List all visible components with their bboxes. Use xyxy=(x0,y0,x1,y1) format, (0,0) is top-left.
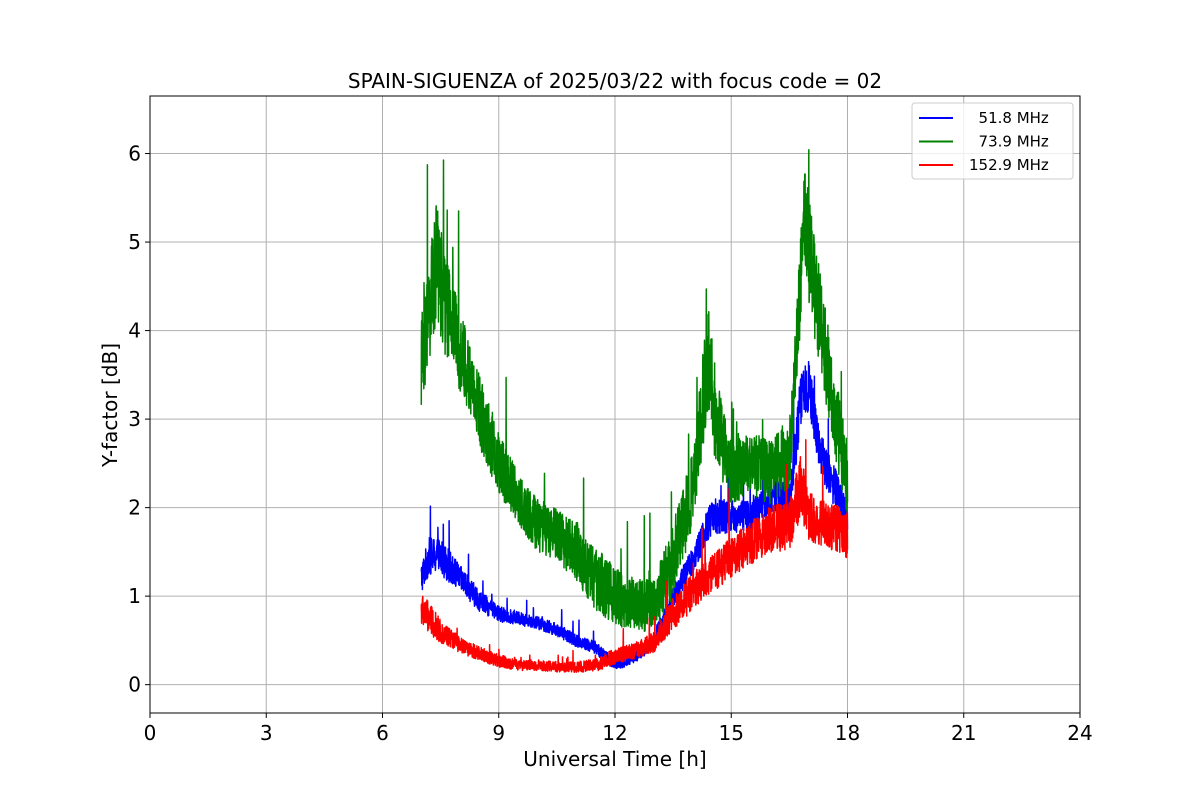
y-tick-label: 5 xyxy=(128,230,141,254)
x-tick-label: 3 xyxy=(260,721,273,745)
series-line-73-9-mhz xyxy=(420,149,849,632)
y-axis-label: Y-factor [dB] xyxy=(98,343,122,468)
y-tick-label: 2 xyxy=(128,496,141,520)
y-tick-label: 6 xyxy=(128,142,141,166)
x-tick-label: 24 xyxy=(1067,721,1092,745)
legend-label: 152.9 MHz xyxy=(969,156,1049,174)
chart-title: SPAIN-SIGUENZA of 2025/03/22 with focus … xyxy=(348,69,882,93)
legend-label: 73.9 MHz xyxy=(969,133,1049,151)
legend: 51.8 MHz 73.9 MHz 152.9 MHz xyxy=(911,102,1074,180)
x-tick-label: 9 xyxy=(492,721,505,745)
legend-label: 51.8 MHz xyxy=(969,109,1049,127)
x-tick-label: 12 xyxy=(602,721,627,745)
y-tick-label: 0 xyxy=(128,673,141,697)
y-tick-label: 3 xyxy=(128,407,141,431)
y-tick-label: 4 xyxy=(128,319,141,343)
series-layer xyxy=(420,149,849,673)
x-tick-label: 21 xyxy=(951,721,976,745)
legend-box xyxy=(911,102,1074,180)
y-tick-label: 1 xyxy=(128,584,141,608)
x-tick-label: 0 xyxy=(144,721,157,745)
series-line-152-9-mhz xyxy=(420,439,849,673)
x-tick-label: 18 xyxy=(835,721,860,745)
x-tick-label: 15 xyxy=(719,721,744,745)
x-tick-label: 6 xyxy=(376,721,389,745)
x-axis-label: Universal Time [h] xyxy=(523,747,706,771)
